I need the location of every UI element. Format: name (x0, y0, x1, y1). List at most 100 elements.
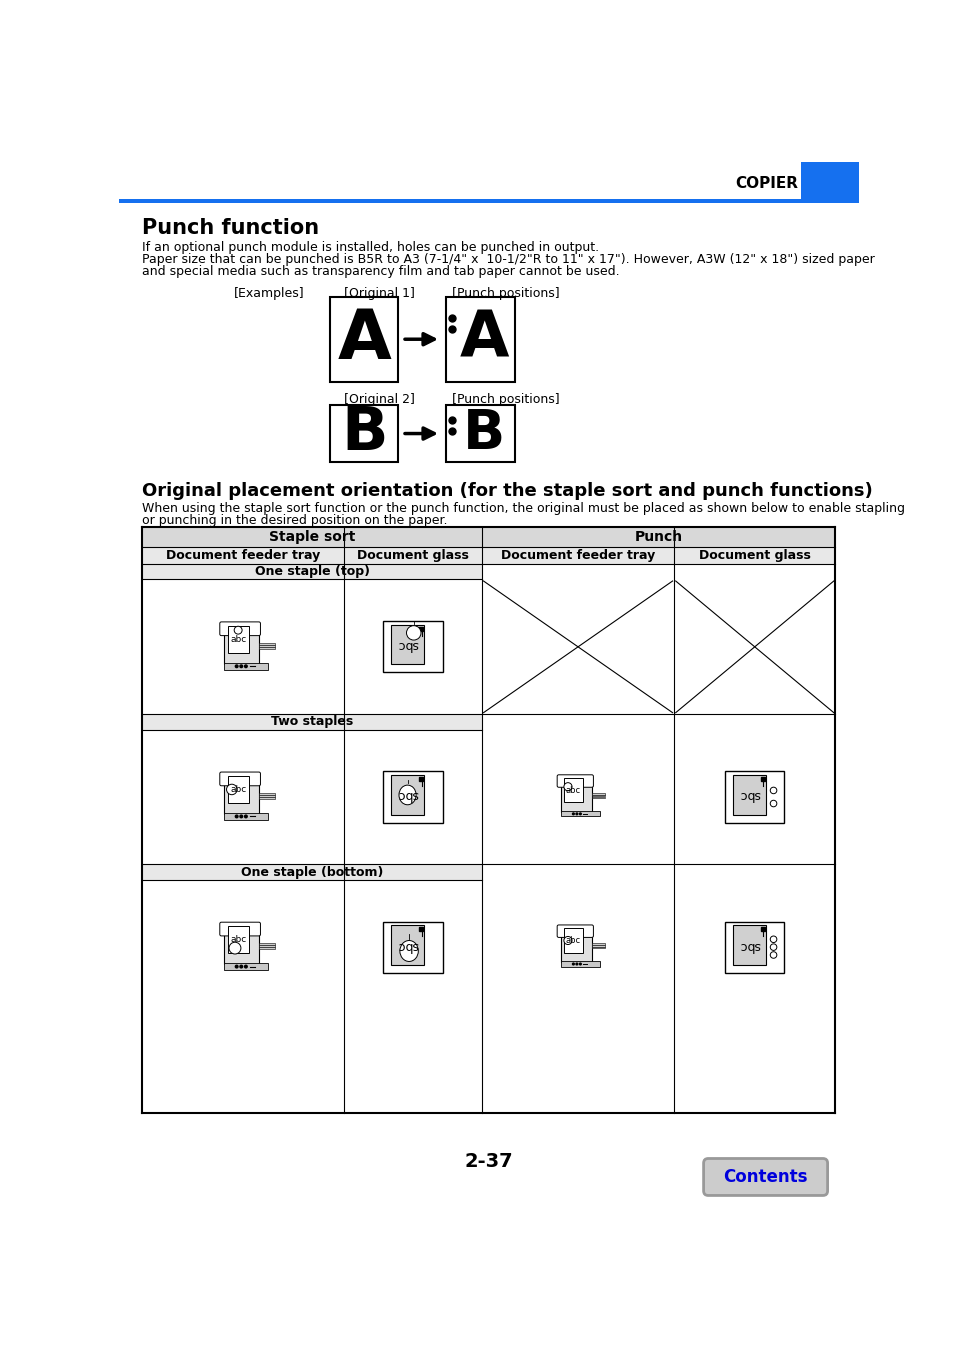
Ellipse shape (399, 940, 417, 962)
Bar (446, 405, 514, 462)
Text: Document feeder tray: Document feeder tray (500, 549, 655, 562)
Bar (732, 925, 765, 965)
Circle shape (235, 815, 237, 817)
Text: [Original 1]: [Original 1] (344, 286, 415, 300)
Bar (391, 925, 423, 965)
Circle shape (578, 963, 580, 965)
Bar (224, 663, 268, 670)
Bar (383, 921, 442, 973)
Text: Contents: Contents (722, 1169, 807, 1186)
Bar (258, 794, 275, 797)
Bar (724, 771, 783, 823)
Text: sbc: sbc (396, 789, 417, 801)
Bar (419, 777, 423, 781)
Bar (383, 621, 442, 673)
Bar (119, 199, 858, 203)
FancyBboxPatch shape (557, 925, 593, 938)
Circle shape (226, 784, 237, 794)
Text: One staple (bottom): One staple (bottom) (241, 866, 383, 878)
Text: Document glass: Document glass (356, 549, 469, 562)
Circle shape (244, 815, 247, 817)
Text: 2-37: 2-37 (464, 1151, 513, 1170)
Text: or punching in the desired position on the paper.: or punching in the desired position on t… (142, 513, 448, 527)
Bar (258, 947, 275, 950)
Bar (561, 962, 599, 966)
Text: sbc: sbc (738, 789, 760, 801)
Text: sbc: sbc (396, 939, 417, 951)
Text: [Punch positions]: [Punch positions] (452, 286, 559, 300)
Bar (142, 715, 481, 730)
Bar (419, 927, 423, 931)
Text: One staple (top): One staple (top) (254, 565, 370, 578)
Text: sbc: sbc (738, 939, 760, 951)
Bar (760, 927, 764, 931)
Bar (258, 643, 275, 644)
Bar (383, 771, 442, 823)
Circle shape (769, 788, 776, 794)
Bar (224, 632, 258, 663)
Text: B: B (462, 407, 505, 461)
Circle shape (244, 665, 247, 667)
Bar (228, 626, 249, 653)
Bar (391, 626, 423, 665)
Text: and special media such as transparency film and tab paper cannot be used.: and special media such as transparency f… (142, 265, 619, 277)
Circle shape (769, 951, 776, 958)
Text: Staple sort: Staple sort (269, 530, 355, 544)
Circle shape (563, 782, 572, 790)
Bar (330, 297, 397, 381)
Circle shape (240, 815, 242, 817)
Bar (142, 565, 481, 580)
Bar (591, 793, 604, 794)
Bar (258, 793, 275, 794)
Bar (591, 946, 604, 947)
Text: abc: abc (230, 785, 246, 794)
Circle shape (229, 942, 241, 954)
Circle shape (769, 936, 776, 943)
Circle shape (578, 813, 580, 815)
Text: abc: abc (565, 786, 580, 794)
Bar (563, 928, 582, 952)
Text: [Original 2]: [Original 2] (344, 393, 415, 407)
Bar (760, 777, 764, 781)
Circle shape (572, 813, 574, 815)
Bar (228, 775, 249, 804)
Circle shape (244, 965, 247, 967)
FancyBboxPatch shape (557, 775, 593, 788)
Bar (142, 527, 835, 547)
Circle shape (240, 665, 242, 667)
FancyBboxPatch shape (219, 621, 260, 635)
Circle shape (769, 944, 776, 950)
FancyBboxPatch shape (219, 923, 260, 936)
Bar (724, 921, 783, 973)
Bar (391, 775, 423, 815)
Bar (228, 925, 249, 954)
Bar (224, 963, 268, 970)
Text: B: B (340, 404, 387, 463)
Text: Document glass: Document glass (699, 549, 810, 562)
FancyBboxPatch shape (219, 771, 260, 786)
Text: [Punch positions]: [Punch positions] (452, 393, 559, 407)
Bar (258, 946, 275, 947)
Circle shape (240, 965, 242, 967)
Text: Punch function: Punch function (142, 218, 319, 238)
Bar (561, 934, 591, 962)
Text: COPIER: COPIER (735, 176, 798, 192)
Bar (732, 775, 765, 815)
Bar (446, 297, 514, 381)
Bar (563, 778, 582, 802)
Text: When using the staple sort function or the punch function, the original must be : When using the staple sort function or t… (142, 503, 904, 516)
Ellipse shape (406, 626, 420, 640)
Bar (591, 794, 604, 796)
Bar (258, 644, 275, 647)
Bar (142, 865, 481, 880)
Text: A: A (337, 305, 391, 373)
Text: A: A (459, 308, 509, 370)
Bar (481, 547, 835, 565)
Text: Punch: Punch (634, 530, 682, 544)
Ellipse shape (398, 785, 416, 805)
FancyBboxPatch shape (703, 1159, 827, 1196)
Circle shape (769, 800, 776, 807)
Text: [Examples]: [Examples] (233, 286, 304, 300)
Text: Original placement orientation (for the staple sort and punch functions): Original placement orientation (for the … (142, 482, 872, 500)
Bar (224, 813, 268, 820)
